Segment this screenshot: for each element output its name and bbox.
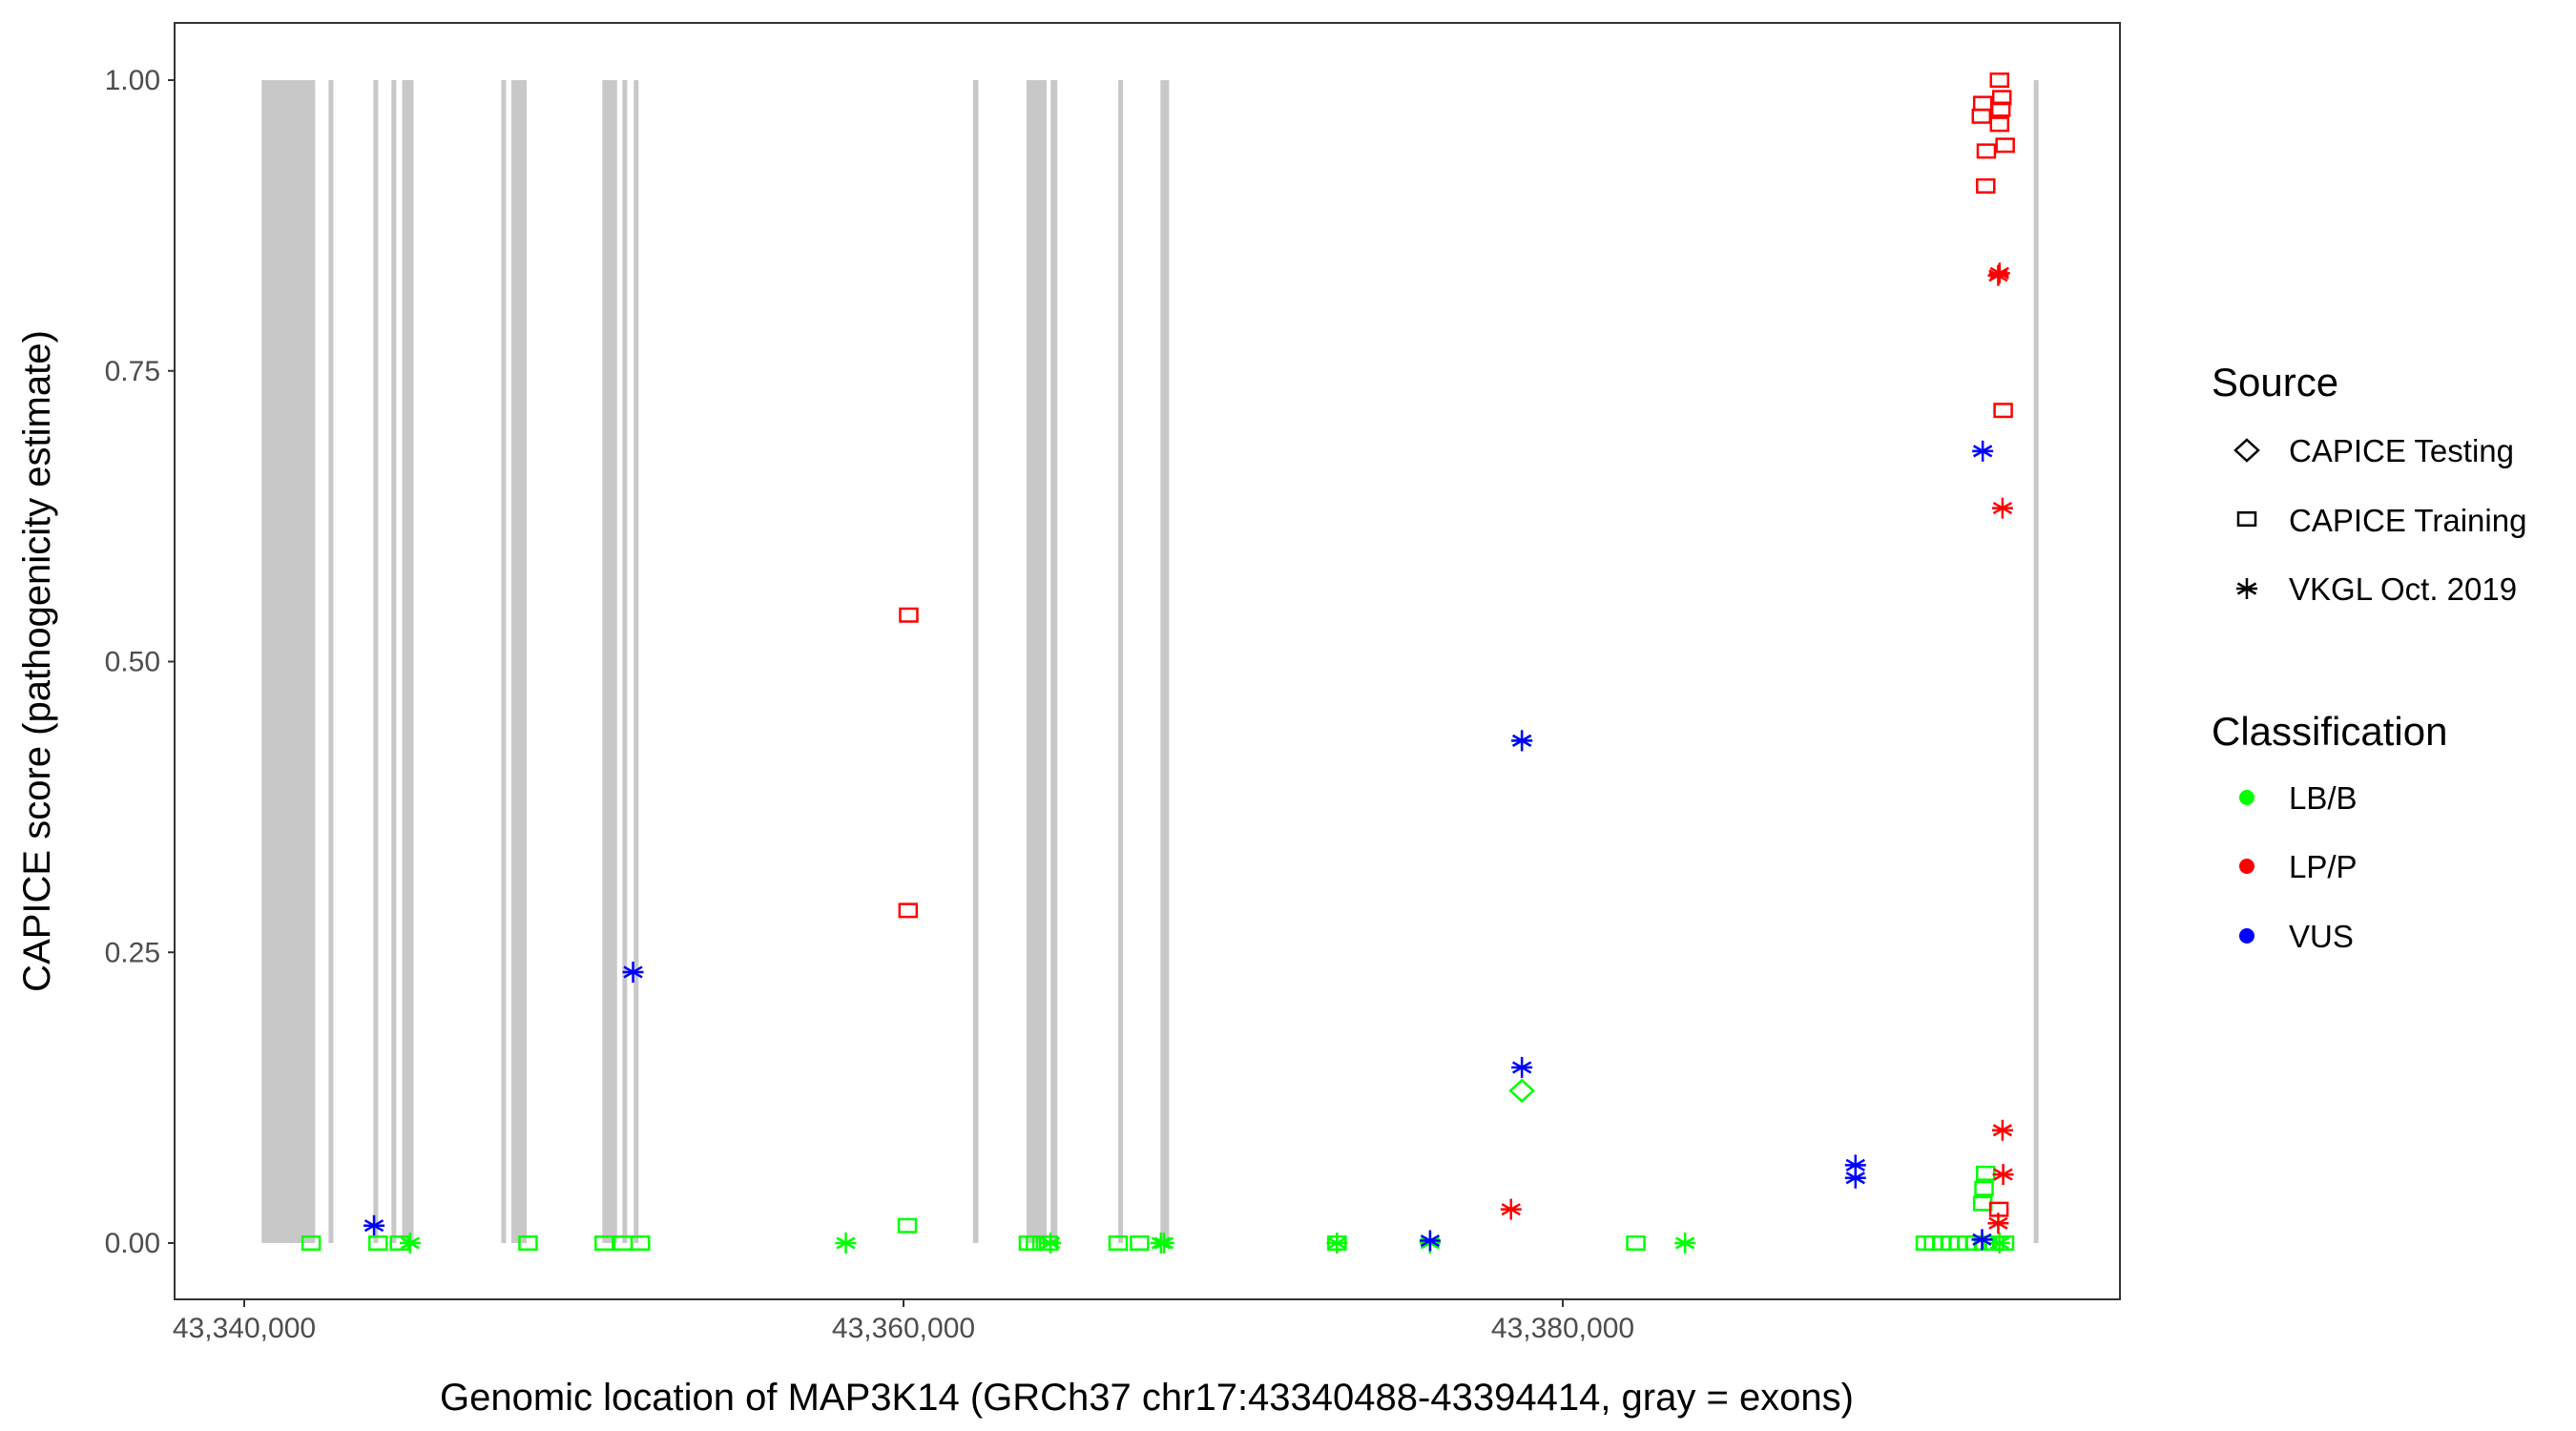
exon-bar [1050,80,1058,1243]
x-tick-label: 43,380,000 [1491,1313,1634,1344]
data-point [368,1235,388,1251]
data-point [1993,403,2013,419]
data-point [1989,116,2010,133]
data-point [1844,1154,1866,1176]
data-point [1972,1195,1993,1212]
x-axis-title: Genomic location of MAP3K14 (GRCh37 chr1… [440,1377,1854,1419]
data-point [1108,1235,1129,1251]
data-point [622,961,644,983]
data-point [1626,1235,1646,1251]
data-point [1500,1198,1522,1220]
data-point [1511,1056,1533,1078]
y-tick-label: 0.50 [105,647,160,678]
y-tick-label: 1.00 [105,65,160,96]
y-axis-title: CAPICE score (pathogenicity estimate) [16,330,58,992]
data-point [1991,90,2012,106]
data-point [1988,1233,2010,1254]
data-point [630,1235,651,1251]
data-point [1988,262,2010,284]
data-point [897,1217,918,1234]
legend-item-capice-training: CAPICE Training [2289,503,2526,538]
data-point [1508,1078,1536,1104]
data-point [594,1235,614,1251]
y-axis: 0.00 0.25 0.50 0.75 1.00 [105,65,175,1259]
exon-bar [1160,80,1170,1243]
data-point [1976,143,1997,159]
legend-source-title: Source [2212,360,2338,404]
data-point [1419,1230,1441,1252]
data-point [1326,1233,1348,1254]
data-point [518,1235,538,1251]
exon-bar [1118,80,1124,1243]
exon-bar [373,80,379,1243]
exon-bar [1027,80,1048,1243]
legend-item-vkgl: VKGL Oct. 2019 [2289,571,2517,607]
data-point [1972,95,1993,112]
data-points [301,73,2015,1254]
data-point [899,607,919,623]
data-point [1971,108,1992,124]
exon-bar [328,80,334,1243]
legend-key-dot-icon [2239,859,2254,874]
legend-key-square-icon [2236,511,2257,527]
y-tick-label: 0.25 [105,937,160,968]
data-point [1995,137,2015,154]
data-point [1971,1229,1993,1251]
exon-bar [2033,80,2039,1243]
legend-item-lpp: LP/P [2289,849,2358,884]
x-tick-label: 43,340,000 [173,1313,316,1344]
x-axis: 43,340,000 43,360,000 43,380,000 [173,1299,1634,1344]
exon-bars [261,80,2039,1243]
data-point [1511,730,1533,752]
legend-key-diamond-icon [2233,438,2260,463]
data-point [1992,1164,2014,1186]
data-point [1991,1119,2013,1141]
exon-bar [972,80,979,1243]
y-tick-label: 0.00 [105,1228,160,1259]
legend-key-star-icon [2236,578,2257,599]
exon-bar [261,80,316,1243]
legend-key-dot-icon [2239,790,2254,805]
data-point [1976,177,1996,194]
x-tick-label: 43,360,000 [832,1313,975,1344]
data-point [1674,1233,1696,1254]
data-point [1989,73,2010,88]
data-point [1991,497,2013,519]
data-point [1976,1165,1996,1181]
legend: Source Classification CAPICE Testing CAP… [2212,360,2526,954]
legend-key-dot-icon [2239,928,2254,944]
data-point [399,1233,421,1254]
exon-bar [622,80,628,1243]
data-point [1974,1180,1994,1196]
exon-bar [391,80,397,1243]
exon-bar [501,80,507,1243]
y-tick-label: 0.75 [105,356,160,387]
data-point [1987,264,2009,286]
data-point [835,1233,857,1254]
data-point [1130,1235,1150,1251]
exon-bar [510,80,528,1243]
data-point [898,902,919,919]
exon-bar [634,80,639,1243]
data-point [301,1235,322,1251]
data-point [1153,1233,1174,1254]
exon-bar [402,80,414,1243]
data-point [1972,440,1994,462]
legend-item-capice-testing: CAPICE Testing [2289,433,2514,468]
legend-item-vus: VUS [2289,919,2354,954]
data-point [1987,1213,2009,1234]
data-point [364,1214,385,1236]
legend-item-lbb: LB/B [2289,780,2358,816]
data-point [1990,101,2011,117]
data-point [1040,1233,1062,1254]
exon-bar [602,80,617,1243]
legend-classification-title: Classification [2212,709,2447,754]
data-point [1844,1167,1866,1189]
plot-panel-border [174,22,2121,1300]
